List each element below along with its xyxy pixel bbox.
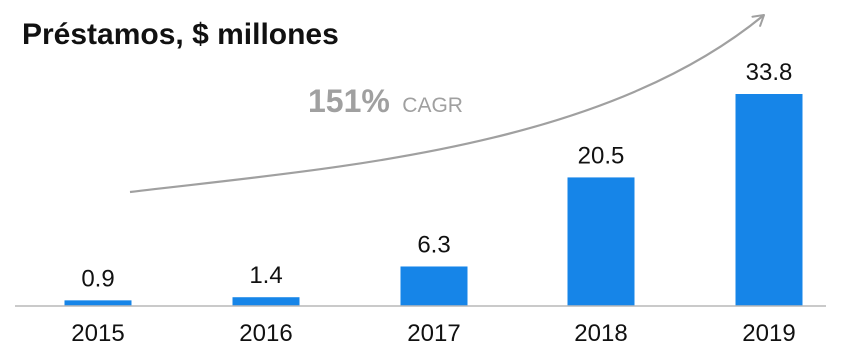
- bar-2018: [567, 177, 635, 306]
- x-tick-label-2019: 2019: [742, 320, 795, 347]
- bar-2017: [400, 266, 468, 306]
- x-tick-label-2018: 2018: [574, 320, 627, 347]
- bar-2016: [232, 297, 300, 306]
- bars-layer: 0.9 2015 1.4 2016 6.3 2017 20.5 2018 33.8 2019: [64, 59, 803, 347]
- x-tick-label-2016: 2016: [239, 320, 292, 347]
- data-label-2015: 0.9: [81, 265, 114, 292]
- x-tick-label-2015: 2015: [71, 320, 124, 347]
- cagr-label: CAGR: [402, 94, 463, 117]
- bar-2015: [64, 300, 132, 306]
- chart-title: Préstamos, $ millones: [22, 18, 339, 51]
- cagr-value: 151%: [308, 83, 390, 119]
- cagr-annotation: 151% CAGR: [308, 83, 463, 119]
- data-label-2019: 33.8: [746, 59, 793, 86]
- data-label-2016: 1.4: [249, 262, 282, 289]
- bar-2019: [735, 94, 803, 306]
- data-label-2018: 20.5: [578, 142, 625, 169]
- data-label-2017: 6.3: [417, 231, 450, 258]
- x-tick-label-2017: 2017: [407, 320, 460, 347]
- growth-arrow: [129, 14, 765, 194]
